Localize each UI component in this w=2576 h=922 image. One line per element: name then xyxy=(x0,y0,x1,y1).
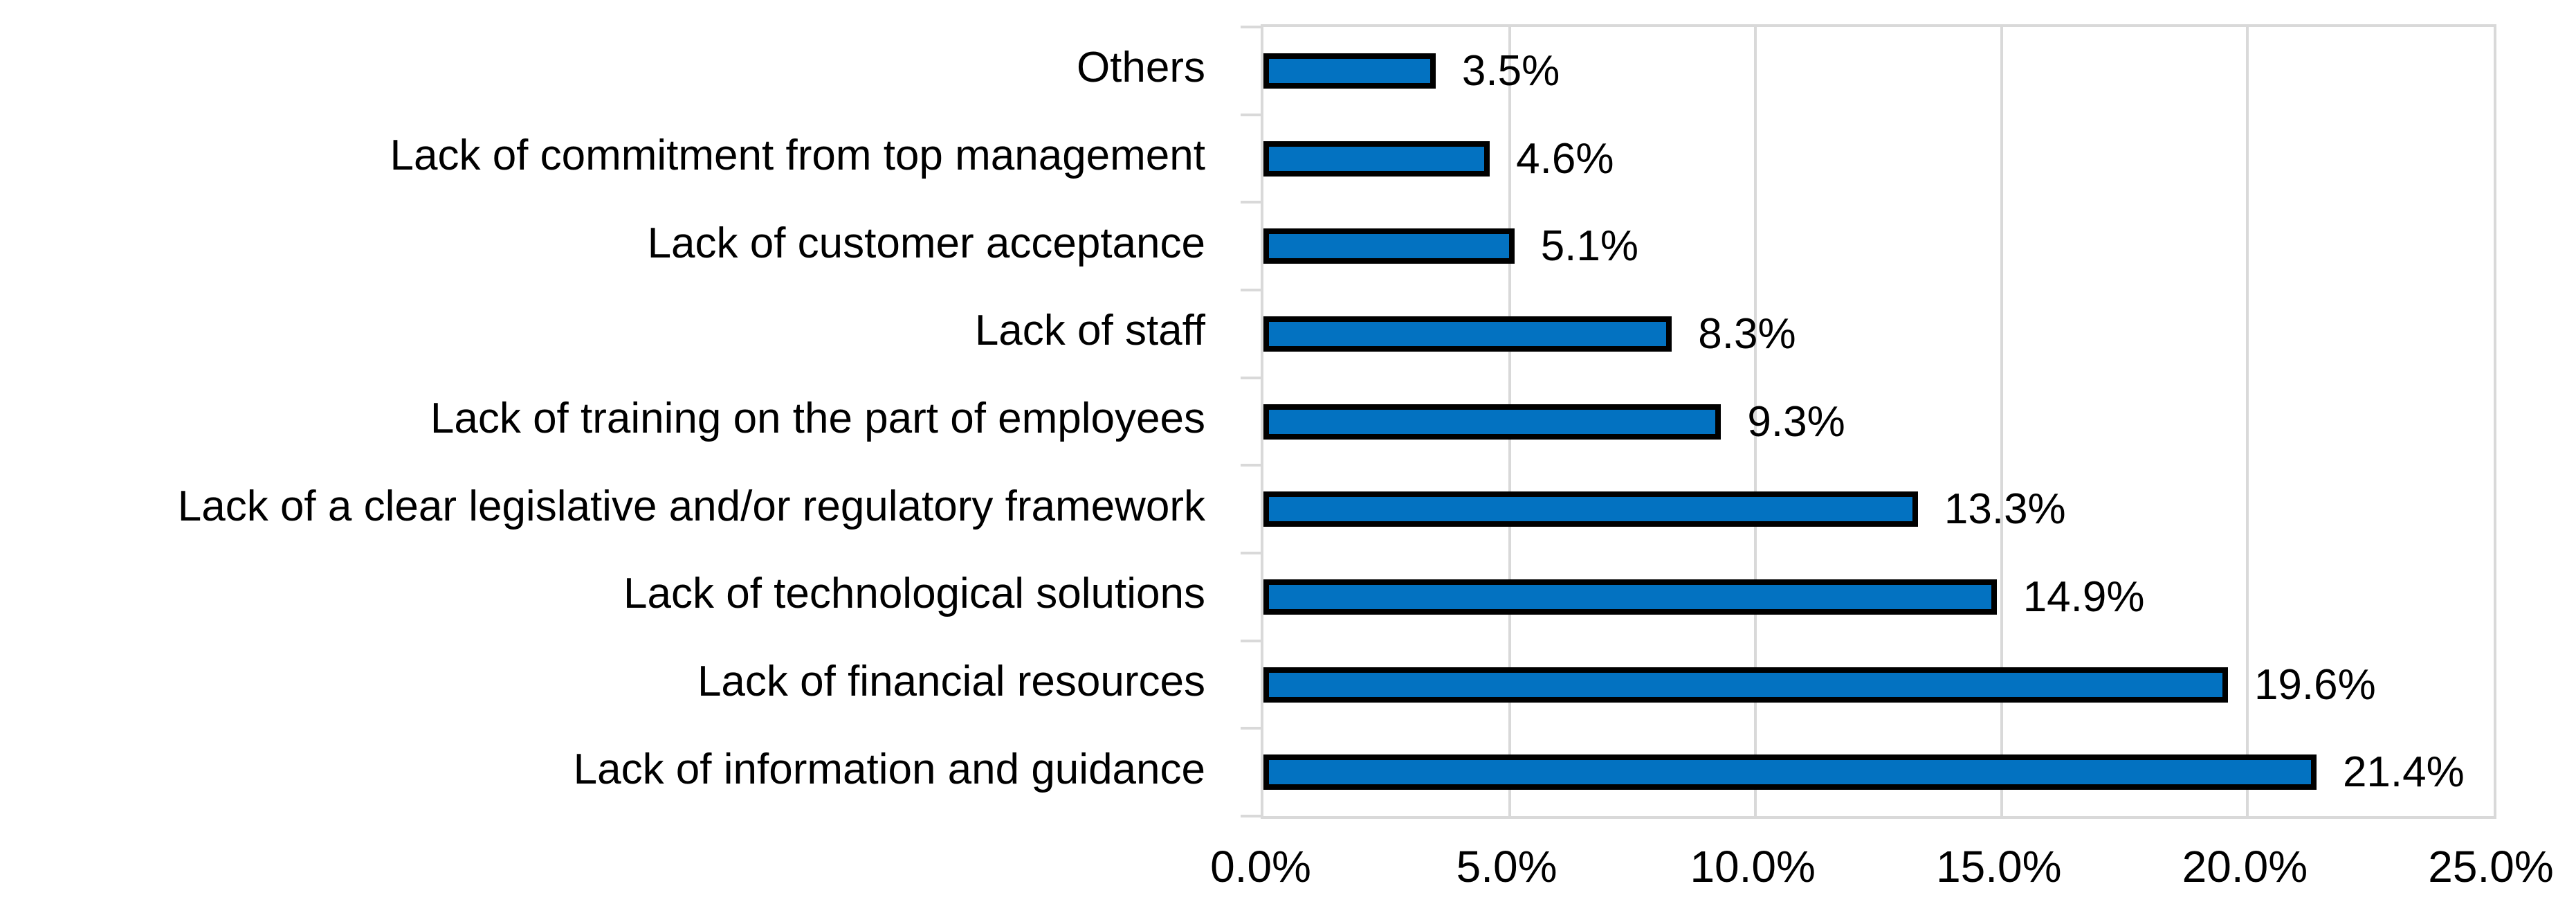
category-label: Lack of information and guidance xyxy=(573,745,1205,793)
category-label: Lack of technological solutions xyxy=(623,570,1205,618)
bar-row: 9.3% xyxy=(1263,378,2494,466)
bar-row: 4.6% xyxy=(1263,115,2494,203)
category-row: Lack of a clear legislative and/or regul… xyxy=(0,462,1211,550)
value-label: 14.9% xyxy=(2022,572,2145,621)
category-row: Lack of training on the part of employee… xyxy=(0,375,1211,463)
category-label: Lack of staff xyxy=(974,307,1205,355)
axis-tick xyxy=(1241,727,1261,730)
value-label: 8.3% xyxy=(1698,309,1796,358)
category-label: Lack of a clear legislative and/or regul… xyxy=(177,482,1205,530)
bar xyxy=(1263,316,1672,352)
category-row: Lack of staff xyxy=(0,287,1211,375)
axis-tick xyxy=(1241,201,1261,204)
bar-row: 8.3% xyxy=(1263,290,2494,378)
value-label: 3.5% xyxy=(1461,46,1560,95)
axis-tick xyxy=(1241,288,1261,291)
axis-tick xyxy=(1241,639,1261,642)
value-label: 19.6% xyxy=(2254,660,2376,709)
x-tick-label: 5.0% xyxy=(1456,842,1558,892)
x-tick-label: 20.0% xyxy=(2182,842,2308,892)
gridline xyxy=(2246,27,2249,816)
value-label: 21.4% xyxy=(2342,748,2465,797)
bar xyxy=(1263,141,1490,177)
category-label: Lack of financial resources xyxy=(697,657,1205,705)
value-axis: 0.0% 5.0% 10.0% 15.0% 20.0% 25.0% xyxy=(1210,841,2554,910)
bar-row: 14.9% xyxy=(1263,553,2494,641)
bar xyxy=(1263,491,1918,527)
x-tick-label: 15.0% xyxy=(1936,842,2062,892)
bar-row: 19.6% xyxy=(1263,641,2494,729)
gridline xyxy=(2000,27,2003,816)
category-row: Lack of commitment from top management xyxy=(0,112,1211,200)
value-label: 9.3% xyxy=(1747,397,1845,446)
bar-row: 5.1% xyxy=(1263,202,2494,290)
gridline xyxy=(1754,27,1757,816)
axis-tick xyxy=(1241,26,1261,28)
axis-tick xyxy=(1241,552,1261,554)
axis-tick xyxy=(1241,815,1261,817)
bar xyxy=(1263,667,2228,703)
category-row: Lack of information and guidance xyxy=(0,725,1211,813)
category-axis: Others Lack of commitment from top manag… xyxy=(0,24,1211,813)
bar-row: 3.5% xyxy=(1263,27,2494,115)
value-label: 4.6% xyxy=(1516,134,1614,183)
bar-row: 21.4% xyxy=(1263,728,2494,816)
category-row: Lack of technological solutions xyxy=(0,550,1211,638)
bar xyxy=(1263,53,1436,89)
category-row: Others xyxy=(0,24,1211,112)
category-row: Lack of customer acceptance xyxy=(0,199,1211,287)
bar xyxy=(1263,579,1997,615)
plot-area: 3.5% 4.6% 5.1% 8.3% 9.3% 13.3% xyxy=(1241,24,2496,819)
axis-tick xyxy=(1241,376,1261,379)
bar xyxy=(1263,404,1721,440)
bar xyxy=(1263,228,1515,264)
bar xyxy=(1263,754,2317,790)
category-row: Lack of financial resources xyxy=(0,638,1211,726)
x-tick-label: 0.0% xyxy=(1210,842,1311,892)
value-label: 13.3% xyxy=(1944,485,2066,534)
axis-tick xyxy=(1241,464,1261,467)
x-tick-label: 25.0% xyxy=(2428,842,2554,892)
axis-tick xyxy=(1241,113,1261,116)
category-label: Lack of training on the part of employee… xyxy=(430,394,1205,442)
category-label: Lack of customer acceptance xyxy=(647,219,1205,267)
x-tick-label: 10.0% xyxy=(1690,842,1816,892)
bar-rows: 3.5% 4.6% 5.1% 8.3% 9.3% 13.3% xyxy=(1263,27,2494,816)
category-label: Lack of commitment from top management xyxy=(390,131,1205,179)
bar-row: 13.3% xyxy=(1263,465,2494,553)
category-label: Others xyxy=(1076,44,1205,92)
value-label: 5.1% xyxy=(1540,222,1639,271)
